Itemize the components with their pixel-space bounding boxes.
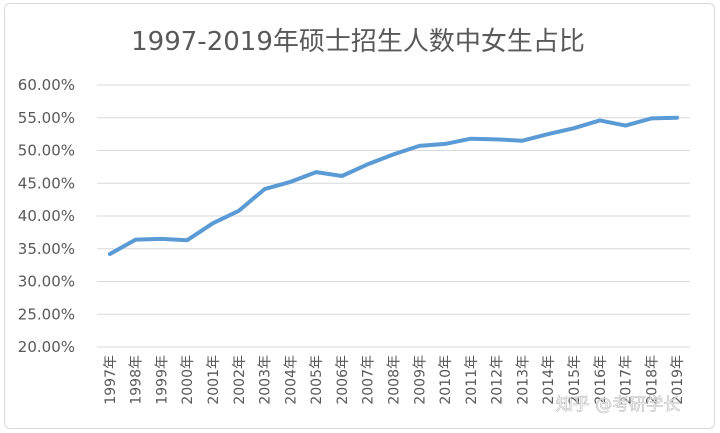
y-tick-label: 20.00% (18, 338, 75, 356)
watermark: 知乎 @考研学长 (556, 395, 680, 415)
x-tick-label: 1998年 (129, 355, 145, 405)
x-tick-label: 2007年 (361, 355, 377, 405)
x-tick-label: 2002年 (232, 355, 248, 405)
y-tick-label: 45.00% (18, 174, 75, 192)
x-tick-label: 2000年 (180, 355, 196, 405)
y-tick-label: 40.00% (18, 207, 75, 225)
x-tick-label: 2003年 (258, 355, 274, 405)
x-tick-label: 2005年 (309, 355, 325, 405)
y-axis: 60.00% 55.00% 50.00% 45.00% 40.00% 35.00% 30.0… (18, 76, 75, 356)
x-tick-label: 2016年 (593, 355, 609, 405)
x-tick-label: 2018年 (644, 355, 660, 405)
x-tick-label: 2017年 (619, 355, 635, 405)
x-tick-label: 2012年 (490, 355, 506, 405)
x-tick-label: 2004年 (283, 355, 299, 405)
x-tick-label: 2009年 (412, 355, 428, 405)
gridlines (97, 84, 690, 348)
x-tick-label: 1999年 (154, 355, 170, 405)
series-layer (107, 115, 680, 256)
x-tick-label: 2013年 (515, 355, 531, 405)
y-tick-label: 55.00% (18, 109, 75, 127)
x-tick-label: 2006年 (335, 355, 351, 405)
x-tick-label: 2008年 (387, 355, 403, 405)
y-tick-label: 30.00% (18, 273, 75, 291)
x-axis: 1997年 1998年 1999年 2000年 2001年 2002年 2003年 2004年… (103, 355, 686, 405)
x-tick-label: 2010年 (438, 355, 454, 405)
x-tick-label: 1997年 (103, 355, 119, 405)
chart-title: 1997-2019年硕士招生人数中女生占比 (131, 27, 585, 57)
y-tick-label: 25.00% (18, 305, 75, 323)
y-tick-label: 50.00% (18, 142, 75, 160)
series-line (107, 115, 680, 256)
x-tick-label: 2019年 (670, 355, 686, 405)
x-tick-label: 2001年 (206, 355, 222, 405)
x-tick-label: 2011年 (464, 355, 480, 405)
y-tick-label: 35.00% (18, 240, 75, 258)
x-tick-label: 2014年 (541, 355, 557, 405)
y-tick-label: 60.00% (18, 76, 75, 94)
x-tick-label: 2015年 (567, 355, 583, 405)
